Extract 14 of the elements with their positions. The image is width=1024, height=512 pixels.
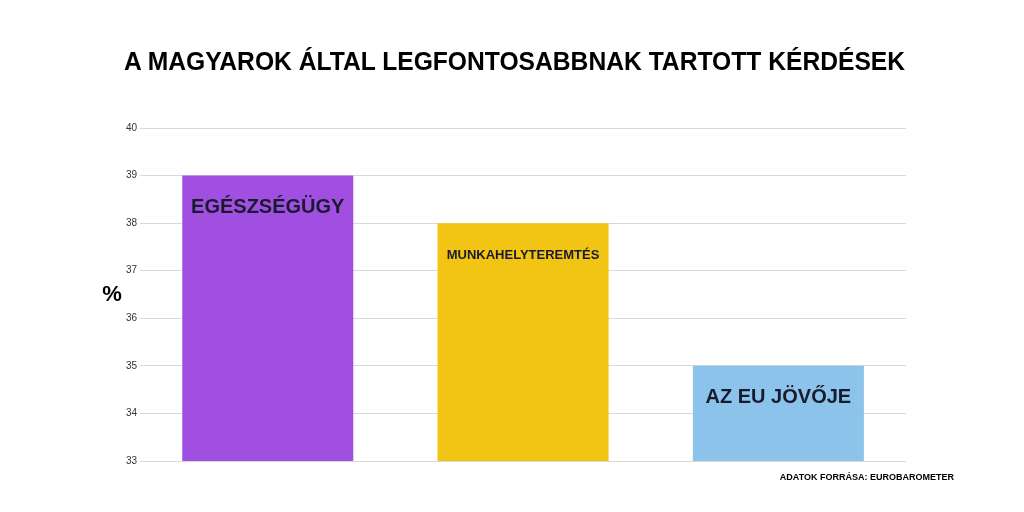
y-tick-label: 36 bbox=[126, 312, 138, 324]
x-tick-label: MUNKAHELYTEREMTÉS bbox=[446, 246, 600, 262]
y-tick-label: 34 bbox=[126, 407, 138, 419]
text: ADATOK FORRÁSA: EUROBAROMETER bbox=[779, 472, 955, 483]
y-tick-label: 40 bbox=[126, 121, 138, 133]
x-tick-label: AZ EU JÖVŐJE bbox=[705, 385, 852, 408]
x-tick-label: EGÉSZSÉGÜGY bbox=[191, 195, 346, 218]
y-axis-title: % bbox=[102, 280, 122, 306]
y-tick-label: 38 bbox=[126, 216, 138, 228]
y-tick-label: 33 bbox=[126, 454, 138, 466]
y-tick-label: 39 bbox=[126, 169, 138, 181]
y-tick-label: 37 bbox=[126, 264, 138, 276]
chart-title: A MAGYAROK ÁLTAL LEGFONTOSABBNAK TARTOTT KÉRDÉSEK bbox=[123, 47, 906, 75]
y-tick-label: 35 bbox=[126, 359, 138, 371]
